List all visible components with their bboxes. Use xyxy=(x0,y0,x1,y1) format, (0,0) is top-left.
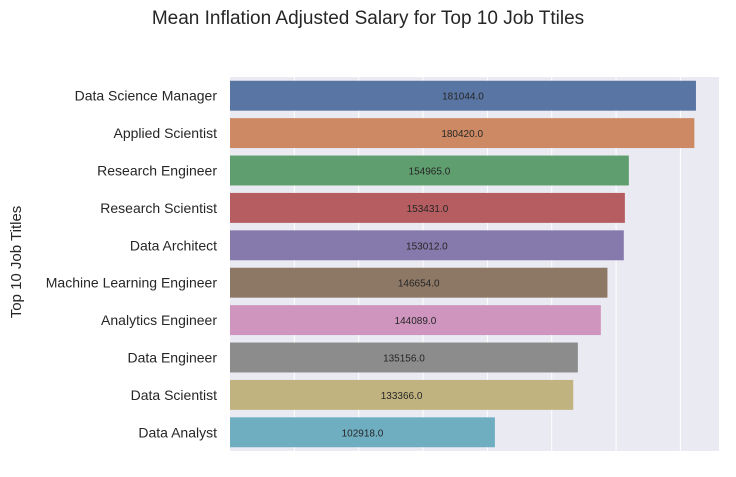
y-tick-labels: Data Science Manager Applied Scientist Res… xyxy=(46,88,218,441)
chart-title: Mean Inflation Adjusted Salary for Top 1… xyxy=(151,8,585,29)
bar xyxy=(230,417,495,448)
bar xyxy=(230,80,696,111)
data-label: 180420.0 xyxy=(441,129,483,140)
bar xyxy=(230,118,695,149)
data-label: 144089.0 xyxy=(395,316,437,327)
data-label: 133366.0 xyxy=(381,391,423,402)
bar xyxy=(230,267,608,298)
data-label: 102918.0 xyxy=(342,428,384,439)
data-label: 153431.0 xyxy=(407,204,449,215)
y-tick-label: Applied Scientist xyxy=(113,125,217,141)
data-label: 154965.0 xyxy=(409,167,451,178)
y-tick-label: Research Engineer xyxy=(97,163,217,179)
bars xyxy=(230,80,696,448)
data-label: 181044.0 xyxy=(442,92,484,103)
data-label: 146654.0 xyxy=(398,279,440,290)
bar xyxy=(230,230,624,261)
y-tick-label: Analytics Engineer xyxy=(101,312,217,328)
y-tick-label: Data Analyst xyxy=(138,424,217,440)
y-axis-label: Top 10 Job Titles xyxy=(8,206,25,319)
data-labels: 181044.0 180420.0 154965.0 153431.0 153012.0… xyxy=(342,92,485,440)
data-label: 135156.0 xyxy=(383,354,425,365)
y-tick-label: Data Science Manager xyxy=(75,88,218,104)
y-tick-label: Data Engineer xyxy=(127,350,217,366)
bar xyxy=(230,192,625,223)
bar xyxy=(230,155,629,186)
y-tick-label: Research Scientist xyxy=(100,200,217,216)
y-tick-label: Data Architect xyxy=(130,237,217,253)
y-tick-label: Machine Learning Engineer xyxy=(46,275,218,291)
y-tick-label: Data Scientist xyxy=(131,387,217,403)
bar xyxy=(230,342,578,373)
bar xyxy=(230,305,601,336)
bar xyxy=(230,379,574,410)
data-label: 153012.0 xyxy=(406,241,448,252)
